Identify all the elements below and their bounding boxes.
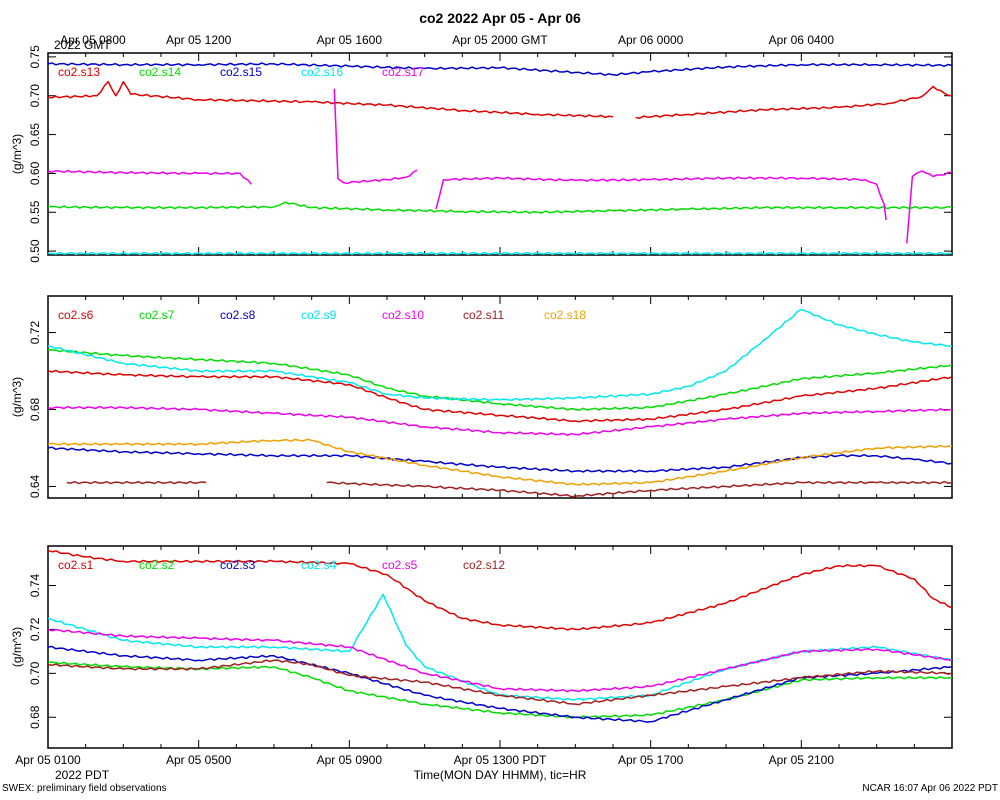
y-tick-label: 0.50 [28, 239, 42, 263]
gmt-tick-label: Apr 05 0800 [60, 33, 126, 47]
legend-co2.s12: co2.s12 [463, 558, 505, 572]
series-line-co2.s13 [47, 80, 953, 119]
y-tick-label: 0.65 [28, 123, 42, 147]
series-line-co2.s15 [47, 62, 953, 76]
gmt-tick-label: Apr 06 0000 [618, 33, 684, 47]
series-line-co2.s11 [66, 480, 953, 498]
y-tick-label: 0.74 [28, 574, 42, 598]
series-line-co2.s8 [47, 446, 953, 473]
legend-co2.s2: co2.s2 [139, 558, 175, 572]
y-tick-label: 0.68 [28, 705, 42, 729]
plot-frame [47, 52, 953, 256]
footer-left: SWEX: preliminary field observations [2, 783, 167, 794]
legend-co2.s14: co2.s14 [139, 65, 181, 79]
legend-co2.s7: co2.s7 [139, 308, 175, 322]
series-line-co2.s17 [47, 88, 953, 244]
series-line-co2.s9 [47, 308, 953, 402]
pdt-tick-label: Apr 05 0500 [166, 753, 232, 767]
plot-frame [47, 545, 953, 749]
legend-co2.s17: co2.s17 [382, 65, 424, 79]
legend-co2.s18: co2.s18 [544, 308, 586, 322]
footer-right: NCAR 16:07 Apr 06 2022 PDT [862, 783, 998, 794]
pdt-tick-label: Apr 05 1300 PDT [454, 753, 547, 767]
legend-co2.s10: co2.s10 [382, 308, 424, 322]
series-line-co2.s1 [47, 549, 953, 631]
series-line-co2.s14 [47, 201, 953, 214]
gmt-tick-label: Apr 05 1600 [317, 33, 383, 47]
legend-co2.s13: co2.s13 [58, 65, 100, 79]
series-line-co2.s18 [47, 438, 953, 486]
gmt-tick-label: Apr 05 2000 GMT [452, 33, 548, 47]
y-tick-label: 0.68 [28, 398, 42, 422]
y-tick-label: 0.70 [28, 84, 42, 108]
series-line-co2.s3 [47, 645, 953, 723]
legend-co2.s4: co2.s4 [301, 558, 337, 572]
gmt-tick-label: Apr 05 1200 [166, 33, 232, 47]
pdt-tick-label: Apr 05 0100 [15, 753, 81, 767]
series-line-co2.s4 [47, 593, 953, 701]
y-tick-label: 0.72 [28, 321, 42, 345]
pdt-tick-label: Apr 05 0900 [317, 753, 383, 767]
legend-co2.s11: co2.s11 [463, 308, 504, 322]
series-line-co2.s10 [47, 405, 953, 437]
y-tick-label: 0.64 [28, 474, 42, 498]
legend-co2.s6: co2.s6 [58, 308, 94, 322]
y-tick-label: 0.55 [28, 200, 42, 224]
gmt-tick-label: Apr 06 0400 [769, 33, 835, 47]
y-axis-label: (g/m^3) [10, 627, 24, 667]
legend-co2.s8: co2.s8 [220, 308, 256, 322]
gmt-sublabel: 2022 GMT [54, 38, 111, 52]
chart-title: co2 2022 Apr 05 - Apr 06 [419, 10, 581, 26]
legend-co2.s1: co2.s1 [58, 558, 94, 572]
y-tick-label: 0.72 [28, 617, 42, 641]
legend-co2.s9: co2.s9 [301, 308, 337, 322]
pdt-tick-label: Apr 05 1700 [618, 753, 684, 767]
y-axis-label: (g/m^3) [10, 134, 24, 174]
y-tick-label: 0.70 [28, 661, 42, 685]
series-line-co2.s2 [47, 661, 953, 719]
pdt-tick-label: Apr 05 2100 [769, 753, 835, 767]
series-line-co2.s12 [47, 659, 953, 706]
legend-co2.s15: co2.s15 [220, 65, 262, 79]
series-line-co2.s16 [47, 251, 953, 256]
legend-co2.s3: co2.s3 [220, 558, 256, 572]
y-tick-label: 0.75 [28, 45, 42, 69]
y-axis-label: (g/m^3) [10, 377, 24, 417]
pdt-sublabel: 2022 PDT [55, 768, 110, 782]
series-line-co2.s7 [47, 348, 953, 411]
x-axis-label: Time(MON DAY HHMM), tic=HR [413, 768, 587, 782]
series-line-co2.s6 [47, 369, 953, 423]
series-line-co2.s5 [47, 628, 953, 693]
legend-co2.s5: co2.s5 [382, 558, 418, 572]
y-tick-label: 0.60 [28, 161, 42, 185]
legend-co2.s16: co2.s16 [301, 65, 343, 79]
